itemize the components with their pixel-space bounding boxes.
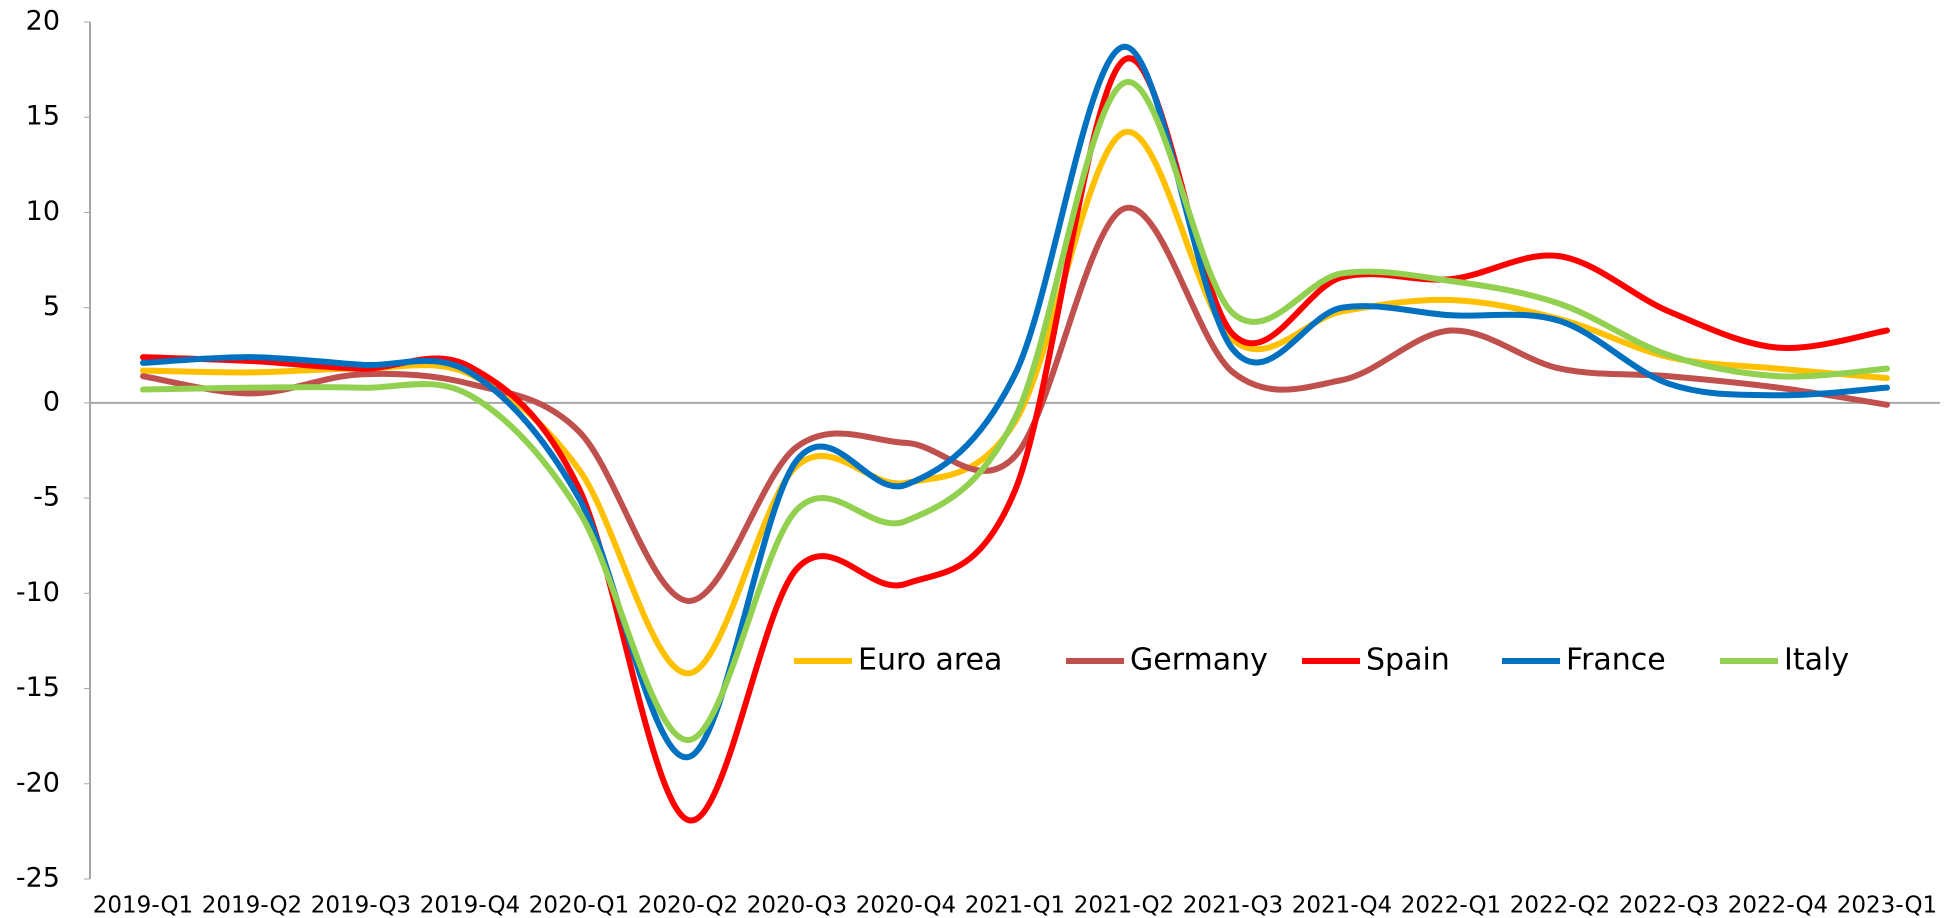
x-tick-label: 2023-Q1 <box>1837 893 1937 918</box>
line-series <box>140 43 1890 761</box>
x-tick-label: 2019-Q2 <box>202 893 302 918</box>
x-tick-label: 2021-Q2 <box>1074 893 1174 918</box>
x-tick-label: 2020-Q4 <box>856 893 956 918</box>
y-tick-label: -15 <box>16 672 60 703</box>
x-tick-label: 2019-Q1 <box>93 893 193 918</box>
y-tick-label: 10 <box>26 196 60 227</box>
y-tick-label: 15 <box>26 101 60 132</box>
x-tick-label: 2020-Q1 <box>529 893 629 918</box>
line-series <box>140 79 1890 743</box>
x-tick-label: 2020-Q2 <box>638 893 738 918</box>
legend-label: Euro area <box>858 643 1002 678</box>
x-tick-label: 2022-Q1 <box>1401 893 1501 918</box>
x-tick-label: 2022-Q2 <box>1510 893 1610 918</box>
y-tick-label: -5 <box>33 482 60 513</box>
y-tick-label: -20 <box>16 767 60 798</box>
y-tick-label: -25 <box>16 863 60 894</box>
line-series <box>140 55 1890 824</box>
y-tick-label: 5 <box>43 291 60 322</box>
x-tick-label: 2021-Q3 <box>1183 893 1283 918</box>
x-tick-label: 2021-Q4 <box>1292 893 1392 918</box>
legend-label: France <box>1566 643 1666 678</box>
x-tick-label: 2020-Q3 <box>747 893 847 918</box>
y-tick-label: 0 <box>43 386 60 417</box>
x-tick-label: 2022-Q3 <box>1619 893 1719 918</box>
y-tick-label: -10 <box>16 577 60 608</box>
legend-label: Germany <box>1130 643 1268 678</box>
x-tick-label: 2019-Q4 <box>420 893 520 918</box>
line-series <box>140 204 1890 604</box>
x-tick-label: 2019-Q3 <box>311 893 411 918</box>
legend-label: Spain <box>1366 643 1450 678</box>
x-tick-label: 2021-Q1 <box>965 893 1065 918</box>
legend-label: Italy <box>1784 643 1849 678</box>
x-tick-label: 2022-Q4 <box>1728 893 1828 918</box>
y-tick-label: 20 <box>26 6 60 37</box>
